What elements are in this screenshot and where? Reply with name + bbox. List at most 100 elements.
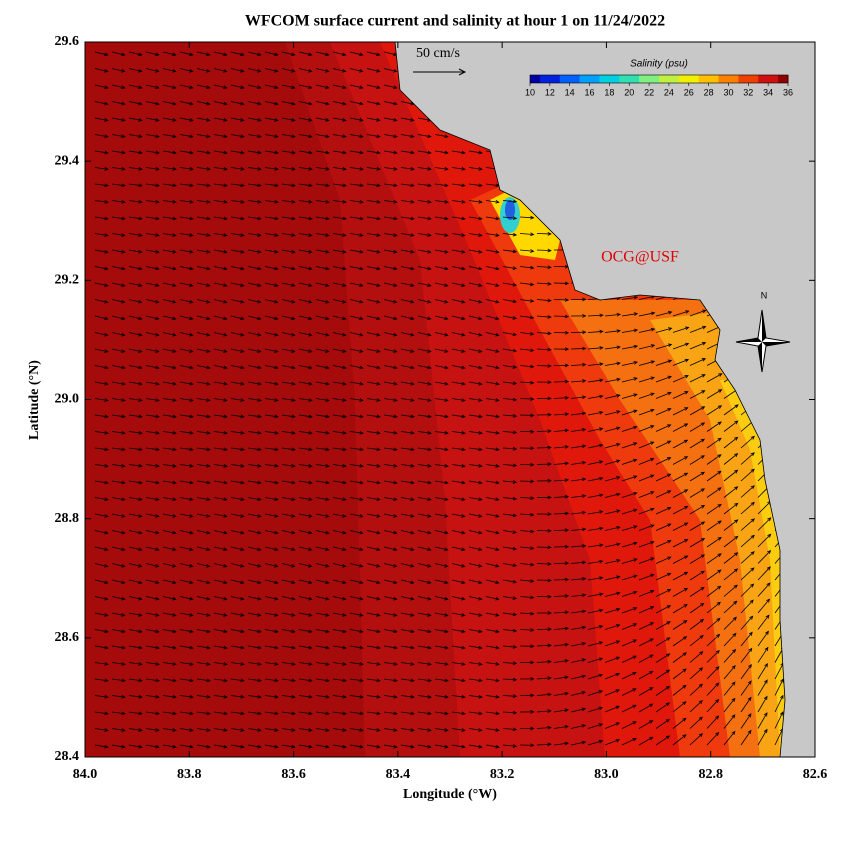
colorbar-cell: [530, 75, 540, 83]
x-tick-label: 82.6: [803, 767, 828, 782]
current-arrow-head: [820, 255, 823, 258]
colorbar-cell: [728, 75, 738, 83]
colorbar-cell: [679, 75, 689, 83]
current-arrow-head: [821, 157, 824, 160]
current-arrow-head: [821, 173, 824, 176]
current-arrow-head: [822, 109, 825, 112]
current-arrow-head: [816, 564, 819, 567]
colorbar-tick-label: 32: [743, 87, 753, 97]
current-arrow-head: [817, 449, 820, 452]
y-tick-label: 28.8: [55, 511, 80, 526]
current-arrow-head: [820, 304, 823, 307]
x-tick-label: 83.2: [490, 767, 515, 782]
x-tick-label: 82.8: [698, 767, 723, 782]
colorbar-tick-label: 26: [684, 87, 694, 97]
current-arrow: [554, 381, 568, 382]
colorbar-cell: [669, 75, 679, 83]
colorbar-tick-label: 14: [565, 87, 575, 97]
colorbar-tick-label: 34: [763, 87, 773, 97]
current-arrow: [571, 348, 586, 349]
current-arrow-head: [820, 320, 823, 323]
current-arrow-head: [816, 580, 819, 583]
y-axis-label: Latitude (°N): [27, 360, 42, 440]
y-tick-label: 28.6: [55, 630, 80, 645]
colorbar-cell: [629, 75, 639, 83]
colorbar-tick-label: 28: [704, 87, 714, 97]
current-arrow-head: [819, 352, 822, 355]
current-arrow-head: [816, 548, 819, 551]
colorbar-cell: [659, 75, 669, 83]
title: WFCOM surface current and salinity at ho…: [245, 13, 665, 30]
current-arrow-head: [819, 336, 822, 339]
colorbar-cell: [738, 75, 748, 83]
current-arrow-head: [823, 45, 826, 48]
current-arrow-head: [820, 288, 823, 291]
colorbar-tick-label: 24: [664, 87, 674, 97]
current-arrow-head: [820, 222, 823, 225]
colorbar-cell: [758, 75, 768, 83]
colorbar-cell: [590, 75, 600, 83]
current-arrow: [554, 300, 568, 301]
current-arrow-head: [817, 515, 820, 518]
colorbar-cell: [748, 75, 758, 83]
x-tick-label: 84.0: [73, 767, 98, 782]
current-arrow-head: [819, 368, 822, 371]
colorbar-tick-label: 22: [644, 87, 654, 97]
y-tick-label: 29.6: [55, 34, 80, 49]
colorbar-cell: [699, 75, 709, 83]
compass-label: N: [761, 290, 768, 300]
colorbar-tick-label: 20: [624, 87, 634, 97]
colorbar-tick-label: 16: [585, 87, 595, 97]
current-arrow-head: [818, 400, 821, 403]
current-arrow-head: [822, 125, 825, 128]
colorbar-cell: [649, 75, 659, 83]
colorbar-label: Salinity (psu): [630, 59, 688, 70]
current-arrow-head: [820, 238, 823, 241]
scale-label: 50 cm/s: [416, 46, 460, 61]
salinity-field: [85, 42, 827, 757]
colorbar-cell: [619, 75, 629, 83]
colorbar-cell: [639, 75, 649, 83]
current-arrow-head: [817, 499, 820, 502]
colorbar-tick-label: 18: [604, 87, 614, 97]
colorbar-cell: [599, 75, 609, 83]
current-arrow-head: [821, 189, 824, 192]
current-arrow: [537, 366, 551, 367]
colorbar-tick-label: 12: [545, 87, 555, 97]
colorbar-cell: [768, 75, 778, 83]
current-arrow-head: [821, 206, 824, 209]
watermark: OCG@USF: [601, 249, 679, 266]
colorbar-cell: [719, 75, 729, 83]
current-arrow: [537, 564, 551, 565]
colorbar-cell: [609, 75, 619, 83]
current-arrow-head: [817, 531, 820, 534]
x-axis-label: Longitude (°W): [403, 787, 497, 802]
colorbar-cell: [689, 75, 699, 83]
colorbar-tick-label: 36: [783, 87, 793, 97]
current-arrow-head: [822, 93, 825, 96]
current-arrow-head: [817, 466, 820, 469]
current-arrow-head: [817, 433, 820, 436]
y-tick-label: 29.2: [55, 273, 80, 288]
current-arrow-head: [817, 416, 820, 419]
y-tick-label: 29.0: [55, 392, 80, 407]
colorbar-tick-label: 30: [723, 87, 733, 97]
colorbar-cell: [570, 75, 580, 83]
current-arrow: [520, 481, 534, 482]
colorbar-cell: [550, 75, 560, 83]
current-arrow-head: [818, 384, 821, 387]
current-arrow-head: [820, 271, 823, 274]
colorbar-cell: [778, 75, 788, 83]
current-arrow-head: [821, 141, 824, 144]
current-arrow: [537, 447, 551, 448]
current-arrow-head: [817, 482, 820, 485]
colorbar-cell: [540, 75, 550, 83]
x-tick-label: 83.8: [177, 767, 202, 782]
y-tick-label: 29.4: [55, 153, 80, 168]
colorbar-cell: [580, 75, 590, 83]
colorbar-cell: [560, 75, 570, 83]
colorbar-cell: [709, 75, 719, 83]
current-arrow-head: [823, 61, 826, 64]
current-arrow-head: [823, 77, 826, 80]
